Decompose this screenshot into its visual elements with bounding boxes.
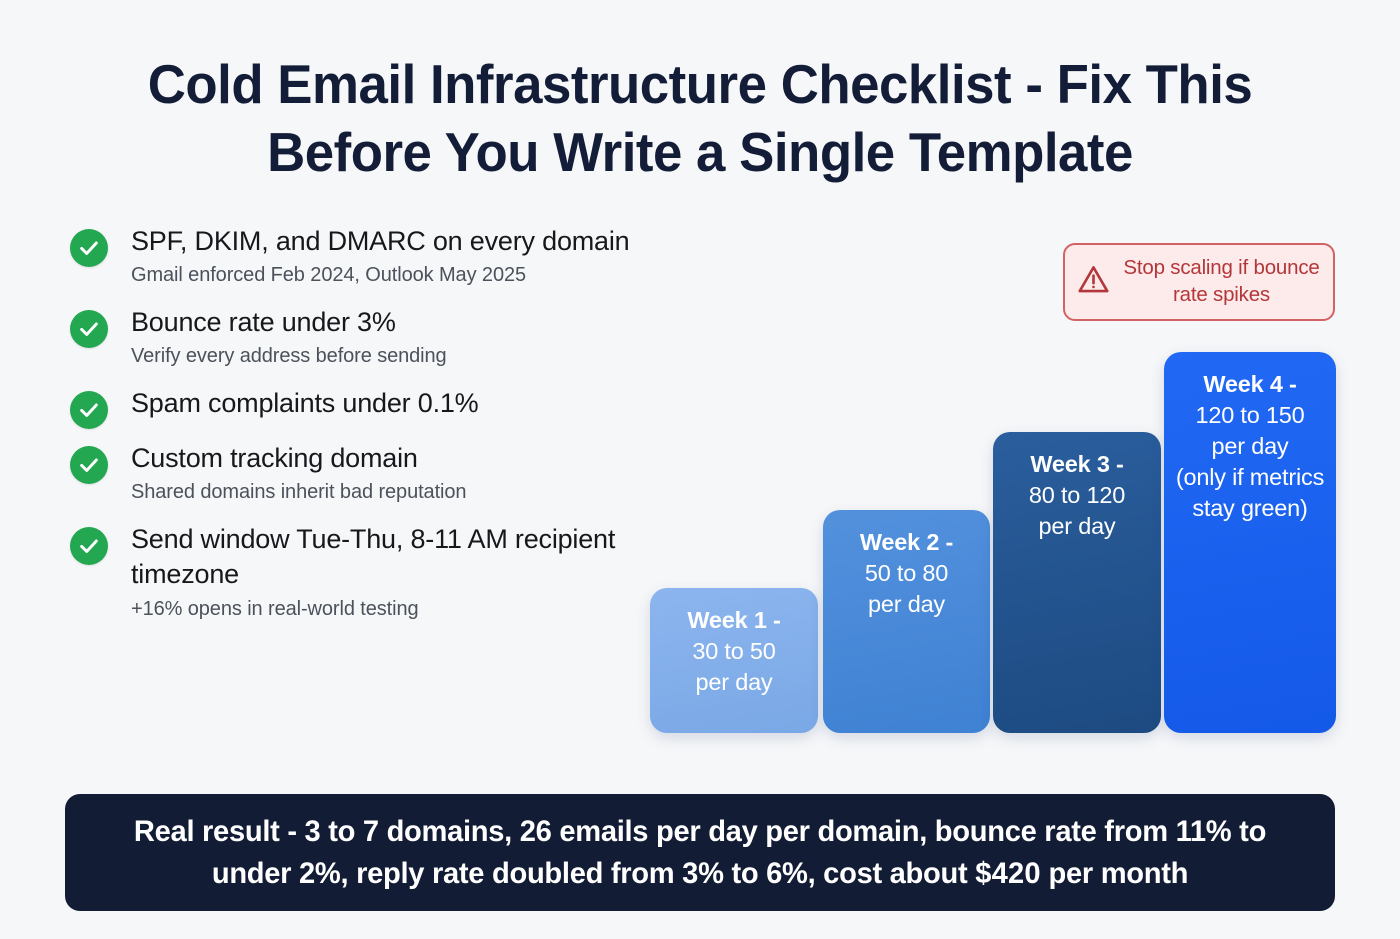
bar-note-label: (only if metrics stay green) <box>1175 464 1325 522</box>
result-banner: Real result - 3 to 7 domains, 26 emails … <box>65 794 1335 911</box>
check-circle-icon <box>70 310 108 349</box>
list-item-title: Spam complaints under 0.1% <box>131 388 479 419</box>
alert-triangle-icon <box>1077 263 1110 301</box>
bar-week-3[interactable]: Week 3 - 80 to 120 per day <box>993 432 1161 733</box>
list-item: Bounce rate under 3% Verify every addres… <box>70 305 650 370</box>
status-badge: Stop scaling if bounce rate spikes <box>1063 243 1335 321</box>
check-circle-icon <box>70 229 108 267</box>
list-item-subtitle: Shared domains inherit bad reputation <box>131 481 467 504</box>
list-item-title: Send window Tue-Thu, 8-11 AM recipient t… <box>131 524 616 590</box>
check-circle-icon <box>70 527 108 566</box>
bar-week-2[interactable]: Week 2 - 50 to 80 per day <box>823 510 990 733</box>
bar-week-label: Week 1 - <box>687 607 781 633</box>
bar-week-label: Week 3 - <box>1030 451 1124 477</box>
result-highlight: $420 <box>975 856 1041 890</box>
page-title: Cold Email Infrastructure Checklist - Fi… <box>147 53 1253 184</box>
checklist: SPF, DKIM, and DMARC on every domain Gma… <box>70 224 650 639</box>
bar-range-label: 120 to 150 <box>1195 402 1305 429</box>
bar-unit-label: per day <box>695 669 773 696</box>
bar-label: Week 4 - 120 to 150 per day (only if met… <box>1174 369 1326 524</box>
bar-label: Week 2 - 50 to 80 per day <box>833 527 980 620</box>
bar-label: Week 1 - 30 to 50 per day <box>660 605 808 698</box>
result-banner-text: Real result - 3 to 7 domains, 26 emails … <box>109 811 1290 894</box>
list-item-subtitle: +16% opens in real-world testing <box>131 597 419 620</box>
check-circle-icon <box>70 391 108 430</box>
list-item-title: Custom tracking domain <box>131 443 418 474</box>
list-item: Custom tracking domain Shared domains in… <box>70 441 650 506</box>
bar-label: Week 3 - 80 to 120 per day <box>1003 449 1151 542</box>
check-circle-icon <box>70 446 108 485</box>
bar-week-label: Week 2 - <box>859 529 954 555</box>
result-suffix: per month <box>1040 856 1189 890</box>
bar-unit-label: per day <box>1038 513 1116 540</box>
bar-week-label: Week 4 - <box>1203 371 1297 397</box>
list-item: SPF, DKIM, and DMARC on every domain Gma… <box>70 224 650 289</box>
bar-unit-label: per day <box>1211 433 1289 460</box>
bar-week-4[interactable]: Week 4 - 120 to 150 per day (only if met… <box>1164 352 1336 733</box>
list-item-title: Bounce rate under 3% <box>131 307 396 338</box>
bar-unit-label: per day <box>868 591 945 618</box>
list-item: Send window Tue-Thu, 8-11 AM recipient t… <box>70 522 650 622</box>
bar-week-1[interactable]: Week 1 - 30 to 50 per day <box>650 588 818 733</box>
list-item-subtitle: Gmail enforced Feb 2024, Outlook May 202… <box>131 264 527 287</box>
bar-range-label: 50 to 80 <box>864 560 949 587</box>
result-prefix: Real result - 3 to 7 domains, 26 emails … <box>133 815 1267 890</box>
list-item: Spam complaints under 0.1% <box>70 386 650 430</box>
list-item-title: SPF, DKIM, and DMARC on every domain <box>131 226 630 256</box>
bar-range-label: 80 to 120 <box>1028 482 1126 509</box>
list-item-subtitle: Verify every address before sending <box>131 345 447 368</box>
status-badge-label: Stop scaling if bounce rate spikes <box>1123 256 1320 306</box>
bar-range-label: 30 to 50 <box>692 638 776 665</box>
